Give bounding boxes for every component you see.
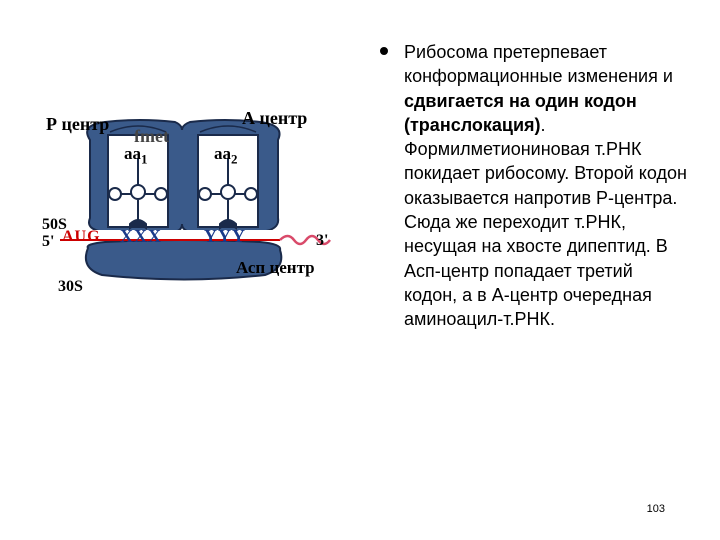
label-a-center: А центр [242, 108, 307, 129]
label-30s: 30S [58, 278, 83, 296]
label-aa2: aa2 [214, 144, 238, 167]
bullet-icon [380, 47, 388, 55]
text-part2: . Формилметиониновая т.РНК покидает рибо… [404, 115, 687, 329]
body-paragraph: Рибосома претерпевает конформационные из… [404, 40, 690, 332]
label-asp-center: Асп центр [236, 258, 315, 278]
label-5prime: 5' [42, 233, 54, 251]
label-3prime: 3' [316, 232, 328, 250]
page-number: 103 [647, 503, 665, 515]
text-part1: Рибосома претерпевает конформационные из… [404, 42, 673, 86]
ribosome-diagram: Р центр А центр fmet aa1 aa2 50S 5' 3' 3… [30, 100, 340, 320]
text-bold: сдвигается на один кодон (транслокация) [404, 91, 637, 135]
label-p-center: Р центр [46, 114, 109, 135]
codon-yyy: YYY [204, 226, 246, 247]
codon-aug: AUG [62, 228, 101, 246]
label-aa1: aa1 [124, 144, 148, 167]
codon-xxx: XXX [120, 226, 162, 247]
